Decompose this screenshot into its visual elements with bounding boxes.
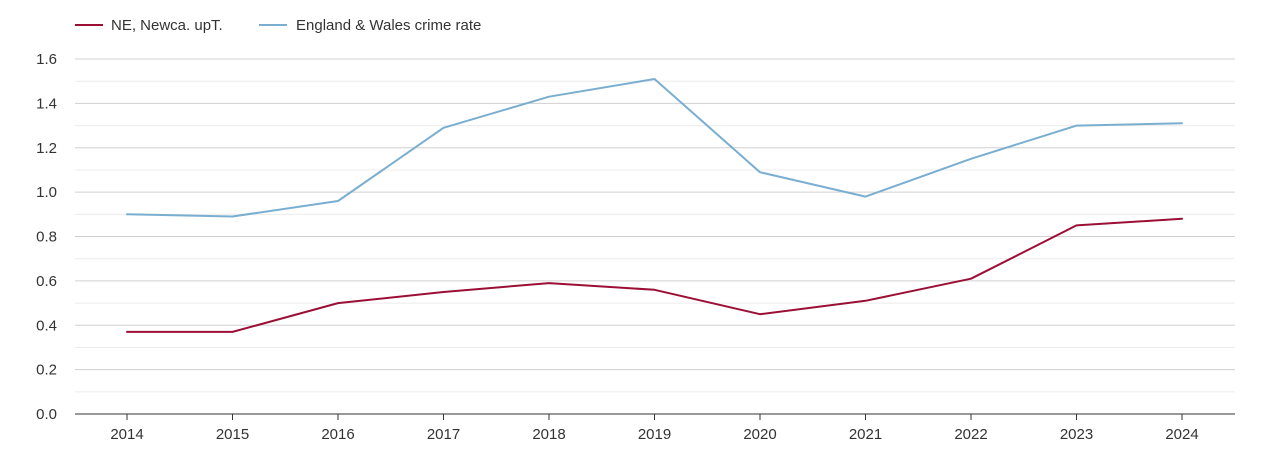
x-tick-label: 2023 — [1060, 426, 1093, 443]
y-tick-label: 0.4 — [36, 317, 57, 334]
y-tick-label: 1.4 — [36, 95, 57, 112]
x-tick-label: 2019 — [638, 426, 671, 443]
x-tick-label: 2017 — [427, 426, 460, 443]
y-tick-label: 1.2 — [36, 140, 57, 157]
y-axis: 0.0 0.2 0.4 0.6 0.8 1.0 1.2 1.4 1.6 — [36, 51, 57, 423]
legend-label-series-1: NE, Newca. upT. — [111, 17, 223, 34]
legend-item-series-1[interactable]: NE, Newca. upT. — [75, 17, 223, 34]
x-tick-label: 2014 — [110, 426, 143, 443]
x-axis: 2014 2015 2016 2017 2018 2019 2020 2021 2022 2023… — [75, 413, 1235, 443]
legend-item-series-2[interactable]: England & Wales crime rate — [259, 17, 481, 34]
y-tick-label: 0.6 — [36, 273, 57, 290]
y-tick-label: 0.0 — [36, 406, 57, 423]
y-tick-label: 1.0 — [36, 184, 57, 201]
y-tick-label: 0.2 — [36, 362, 57, 379]
legend-label-series-2: England & Wales crime rate — [296, 17, 481, 34]
x-tick-label: 2016 — [321, 426, 354, 443]
y-tick-label: 0.8 — [36, 229, 57, 246]
x-tick-label: 2018 — [532, 426, 565, 443]
y-tick-label: 1.6 — [36, 51, 57, 68]
series-line-2[interactable] — [126, 78, 1183, 218]
x-tick-label: 2015 — [216, 426, 249, 443]
x-tick-label: 2022 — [954, 426, 987, 443]
series-line-1[interactable] — [126, 217, 1183, 333]
gridlines — [75, 58, 1235, 393]
series-layer — [126, 78, 1183, 333]
x-tick-label: 2020 — [743, 426, 776, 443]
chart-legend: NE, Newca. upT. England & Wales crime ra… — [75, 17, 481, 34]
x-tick-label: 2024 — [1165, 426, 1198, 443]
x-tick-label: 2021 — [849, 426, 882, 443]
